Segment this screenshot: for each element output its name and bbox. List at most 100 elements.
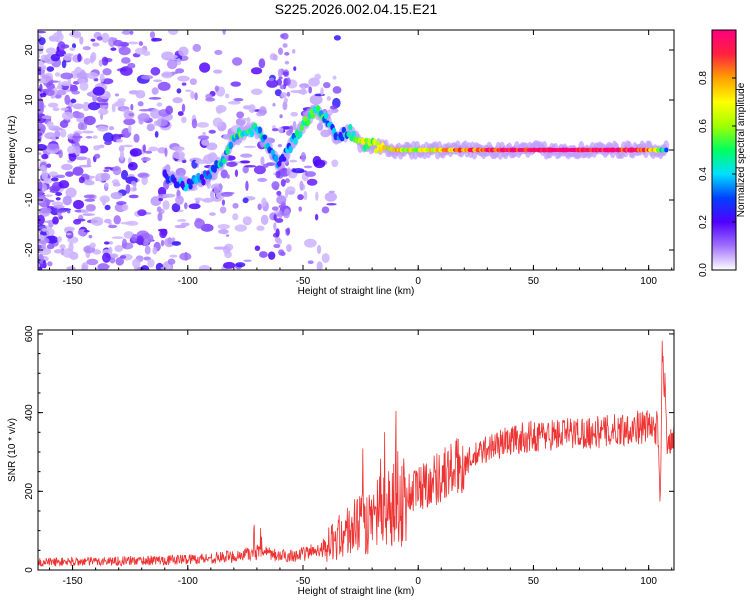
spectrogram-y-ticks: 20 10 0 -10 -20 [24,29,674,271]
noise-blob [286,244,292,252]
noise-blob [69,47,76,51]
noise-blob [44,132,56,140]
noise-blob [67,209,71,214]
noise-blob [38,266,43,270]
noise-blob [162,200,170,211]
noise-blob [135,90,146,99]
noise-blob [69,84,74,92]
noise-blob [292,49,296,54]
noise-blob [58,149,63,159]
noise-blob [178,46,189,57]
noise-blob [138,116,144,125]
noise-blob [272,232,279,238]
noise-blob [148,97,162,100]
snr-panel: -150 -100 -50 0 50 100 600 400 200 0 Height of s… [7,325,675,597]
snr-frame [37,329,675,571]
noise-blob [130,186,137,192]
noise-blob [213,185,220,194]
ridge-cell [270,149,276,156]
noise-blob [303,165,313,169]
ridge-cell [293,137,298,145]
noise-blob [162,193,176,198]
ridge-cell [373,148,379,154]
noise-blob [230,81,242,87]
noise-blob [332,86,342,94]
noise-blob [40,164,46,170]
noise-blob [92,135,98,139]
noise-blob [197,135,210,140]
noise-blob [118,46,131,56]
noise-blob [201,138,210,146]
noise-blob [38,77,46,84]
noise-blob [280,92,287,98]
noise-blob [38,105,44,115]
noise-blob [156,206,162,213]
noise-blob [254,245,261,251]
noise-blob [184,202,188,210]
noise-blob [110,191,123,200]
noise-blob [206,142,218,151]
noise-blob [38,37,46,46]
noise-blob [53,205,65,209]
noise-blob [128,194,139,199]
noise-blob [181,82,187,86]
noise-blob [65,232,72,236]
colorbar-tick-label: 0.8 [698,71,709,85]
colorbar-ticks: 0.0 0.2 0.4 0.6 0.8 [698,71,736,277]
ridge-cell [306,118,311,126]
colorbar-tick-label: 0.2 [698,215,709,229]
noise-blob [137,172,150,179]
noise-blob [46,66,55,72]
noise-blob [244,165,257,168]
noise-blob [196,121,209,128]
noise-blob [167,258,176,265]
x-tick-label: 50 [528,576,540,587]
noise-blob [233,97,244,102]
ridge-cell [257,126,263,134]
noise-blob [109,253,119,258]
noise-blob [85,204,96,212]
noise-blob [283,210,290,219]
noise-blob [101,56,109,66]
noise-blob [313,159,326,169]
noise-blob [243,145,257,149]
noise-blob [250,88,263,95]
noise-blob [298,206,303,212]
y-tick-label: 0 [24,147,35,153]
noise-blob [304,171,317,177]
noise-blob [41,228,48,232]
noise-blob [293,66,297,71]
noise-blob [240,153,253,158]
noise-blob [72,111,85,119]
noise-blob [108,246,113,255]
noise-blob [115,257,125,266]
noise-blob [101,32,110,43]
noise-blob [39,93,47,98]
noise-blob [333,35,341,41]
noise-blob [38,214,45,225]
colorbar-label: Normalized spectral amplitude [736,82,747,217]
x-tick-label: 0 [415,276,421,287]
noise-blob [278,249,285,256]
noise-blob [271,128,279,132]
noise-blob [260,156,265,166]
x-tick-label: 100 [640,276,657,287]
noise-blob [205,97,216,102]
noise-blob [72,199,85,210]
noise-blob [271,206,279,211]
noise-blob [306,178,318,186]
noise-blob [90,216,104,227]
noise-blob [326,95,331,101]
noise-blob [85,136,93,139]
noise-blob [74,218,86,222]
noise-blob [94,153,101,159]
noise-blob [54,209,68,213]
noise-blob [309,94,323,105]
noise-blob [119,150,125,161]
noise-blob [159,229,167,239]
noise-blob [297,194,304,201]
noise-blob [157,147,167,154]
noise-blob [286,91,291,97]
noise-blob [44,194,53,197]
noise-blob [136,235,144,246]
